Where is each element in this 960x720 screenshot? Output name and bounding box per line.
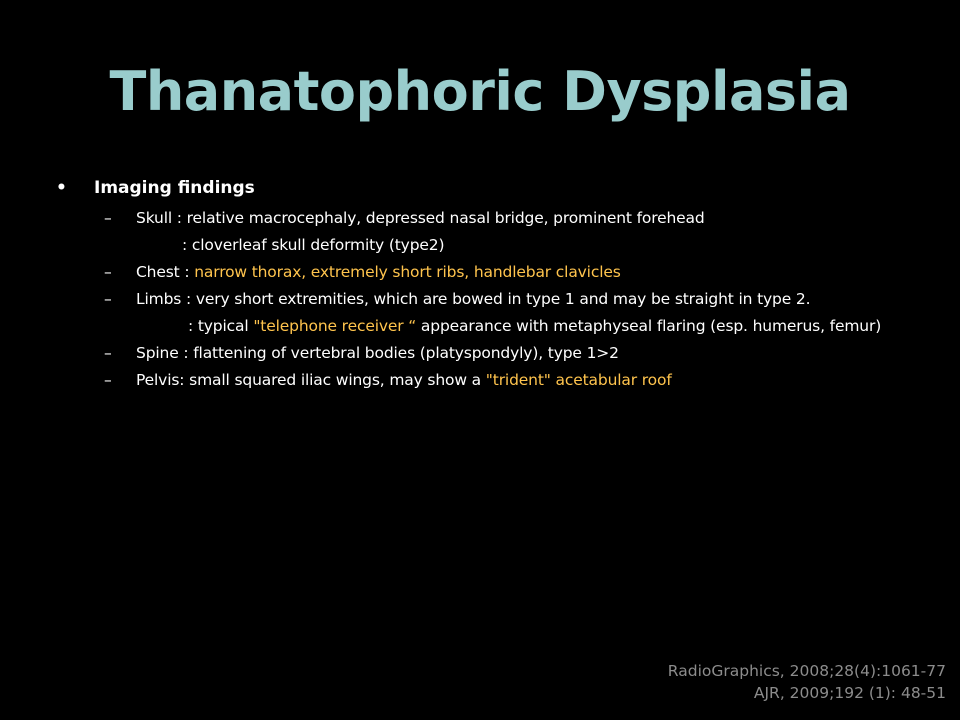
pelvis-highlight: "trident" acetabular roof [485, 371, 672, 389]
sub-item-text: Spine : flattening of vertebral bodies (… [136, 343, 916, 363]
pelvis-label: Pelvis: [136, 371, 190, 389]
skull-continuation: : cloverleaf skull deformity (type2) [182, 236, 445, 254]
limbs-cont-suffix: appearance with metaphyseal flaring (esp… [416, 317, 882, 335]
section-heading: Imaging findings [94, 178, 255, 198]
spine-text: flattening of vertebral bodies (platyspo… [193, 344, 619, 362]
bullet-icon: • [56, 178, 67, 198]
reference-ajr: AJR, 2009;192 (1): 48-51 [753, 684, 946, 702]
dash-icon: – [104, 290, 112, 308]
slide-content: • Imaging findings – Skull : relative ma… [56, 175, 916, 390]
limbs-cont-prefix: : typical [188, 317, 254, 335]
sub-item-chest: – Chest : narrow thorax, extremely short… [56, 262, 916, 282]
spine-label: Spine : [136, 344, 194, 362]
sub-item-text: Skull : relative macrocephaly, depressed… [136, 208, 916, 228]
skull-text: relative macrocephaly, depressed nasal b… [186, 209, 705, 227]
sub-item-text: Pelvis: small squared iliac wings, may s… [136, 370, 916, 390]
sub-item-skull: – Skull : relative macrocephaly, depress… [56, 208, 916, 228]
bullet-imaging-findings: • Imaging findings [56, 175, 916, 201]
slide-title: Thanatophoric Dysplasia [109, 60, 851, 123]
sub-item-text: Chest : narrow thorax, extremely short r… [136, 262, 916, 282]
chest-label: Chest : [136, 263, 195, 281]
skull-label: Skull : [136, 209, 187, 227]
sub-item-pelvis: – Pelvis: small squared iliac wings, may… [56, 370, 916, 390]
dash-icon: – [104, 371, 112, 389]
pelvis-text: small squared iliac wings, may show a [189, 371, 486, 389]
references: RadioGraphics, 2008;28(4):1061-77 AJR, 2… [668, 660, 946, 704]
dash-icon: – [104, 263, 112, 281]
limbs-label: Limbs : [136, 290, 196, 308]
reference-radiographics: RadioGraphics, 2008;28(4):1061-77 [667, 662, 946, 680]
chest-highlight: narrow thorax, extremely short ribs, han… [194, 263, 621, 281]
sub-item-text: Limbs : very short extremities, which ar… [136, 289, 916, 309]
dash-icon: – [104, 344, 112, 362]
sub-item-limbs: – Limbs : very short extremities, which … [56, 289, 916, 309]
sub-item-spine: – Spine : flattening of vertebral bodies… [56, 343, 916, 363]
limbs-text: very short extremities, which are bowed … [195, 290, 811, 308]
dash-icon: – [104, 209, 112, 227]
limbs-cont-highlight: "telephone receiver “ [253, 317, 417, 335]
limbs-continuation: : typical "telephone receiver “ appearan… [56, 316, 916, 336]
